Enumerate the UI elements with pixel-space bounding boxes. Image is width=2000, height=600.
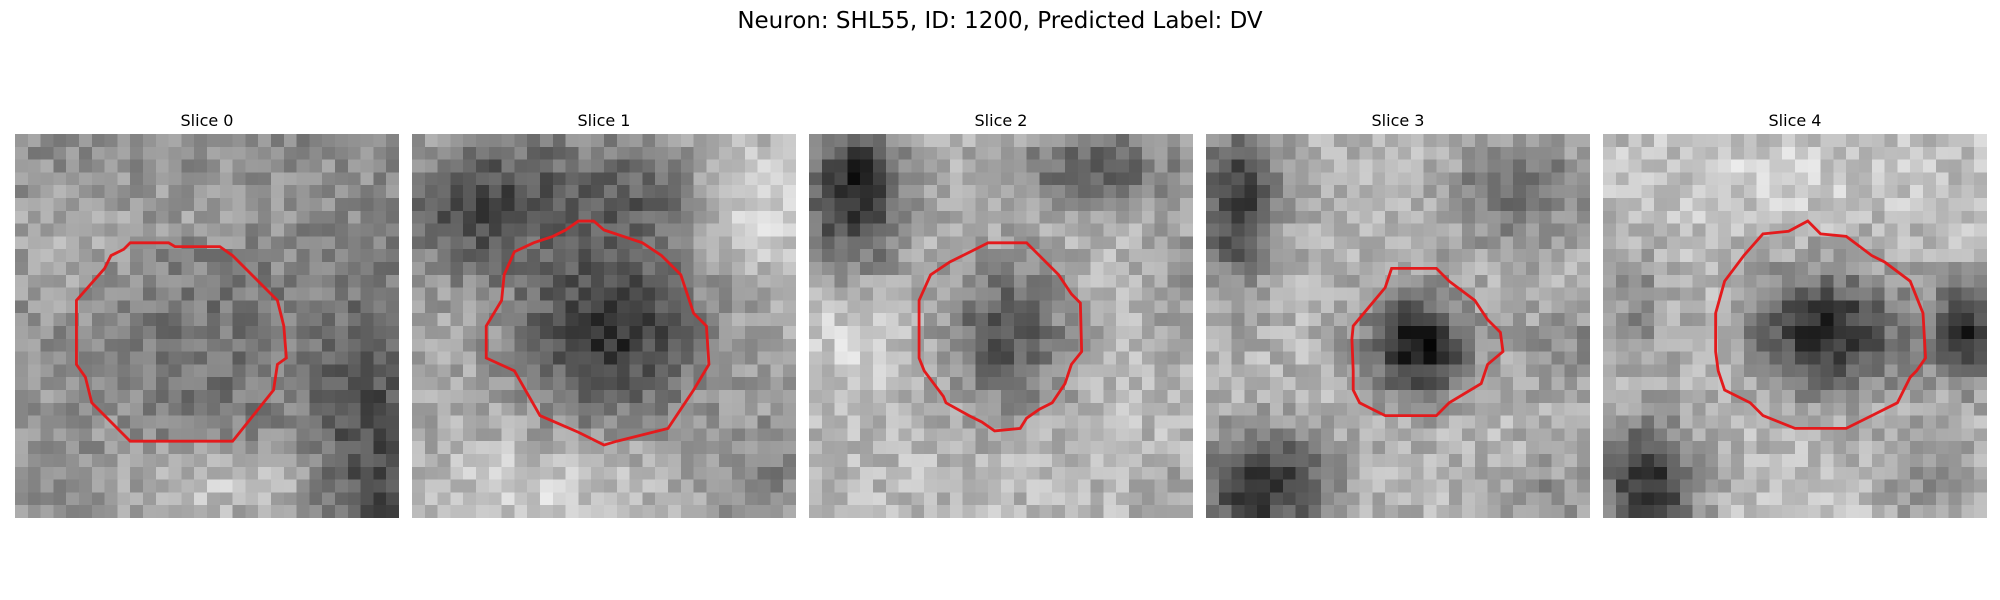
roi-contour: [75, 241, 288, 443]
slice-panel-2: Slice 2: [809, 108, 1193, 518]
slice-image: [1206, 134, 1590, 518]
slice-image: [809, 134, 1193, 518]
slice-image: [1603, 134, 1987, 518]
slice-image: [15, 134, 399, 518]
slice-panel-1: Slice 1: [412, 108, 796, 518]
slice-title: Slice 4: [1768, 111, 1822, 130]
figure-title: Neuron: SHL55, ID: 1200, Predicted Label…: [737, 8, 1263, 34]
roi-contour: [1714, 219, 1927, 430]
slice-title: Slice 0: [180, 111, 234, 130]
roi-contour: [917, 241, 1084, 433]
roi-contour: [484, 219, 711, 447]
roi-contour: [1350, 266, 1505, 418]
slice-panel-4: Slice 4: [1603, 108, 1987, 518]
slice-panel-0: Slice 0: [15, 108, 399, 518]
slice-image: [412, 134, 796, 518]
slice-title: Slice 3: [1371, 111, 1425, 130]
slice-title: Slice 1: [577, 111, 631, 130]
slice-title: Slice 2: [974, 111, 1028, 130]
slice-panel-3: Slice 3: [1206, 108, 1590, 518]
